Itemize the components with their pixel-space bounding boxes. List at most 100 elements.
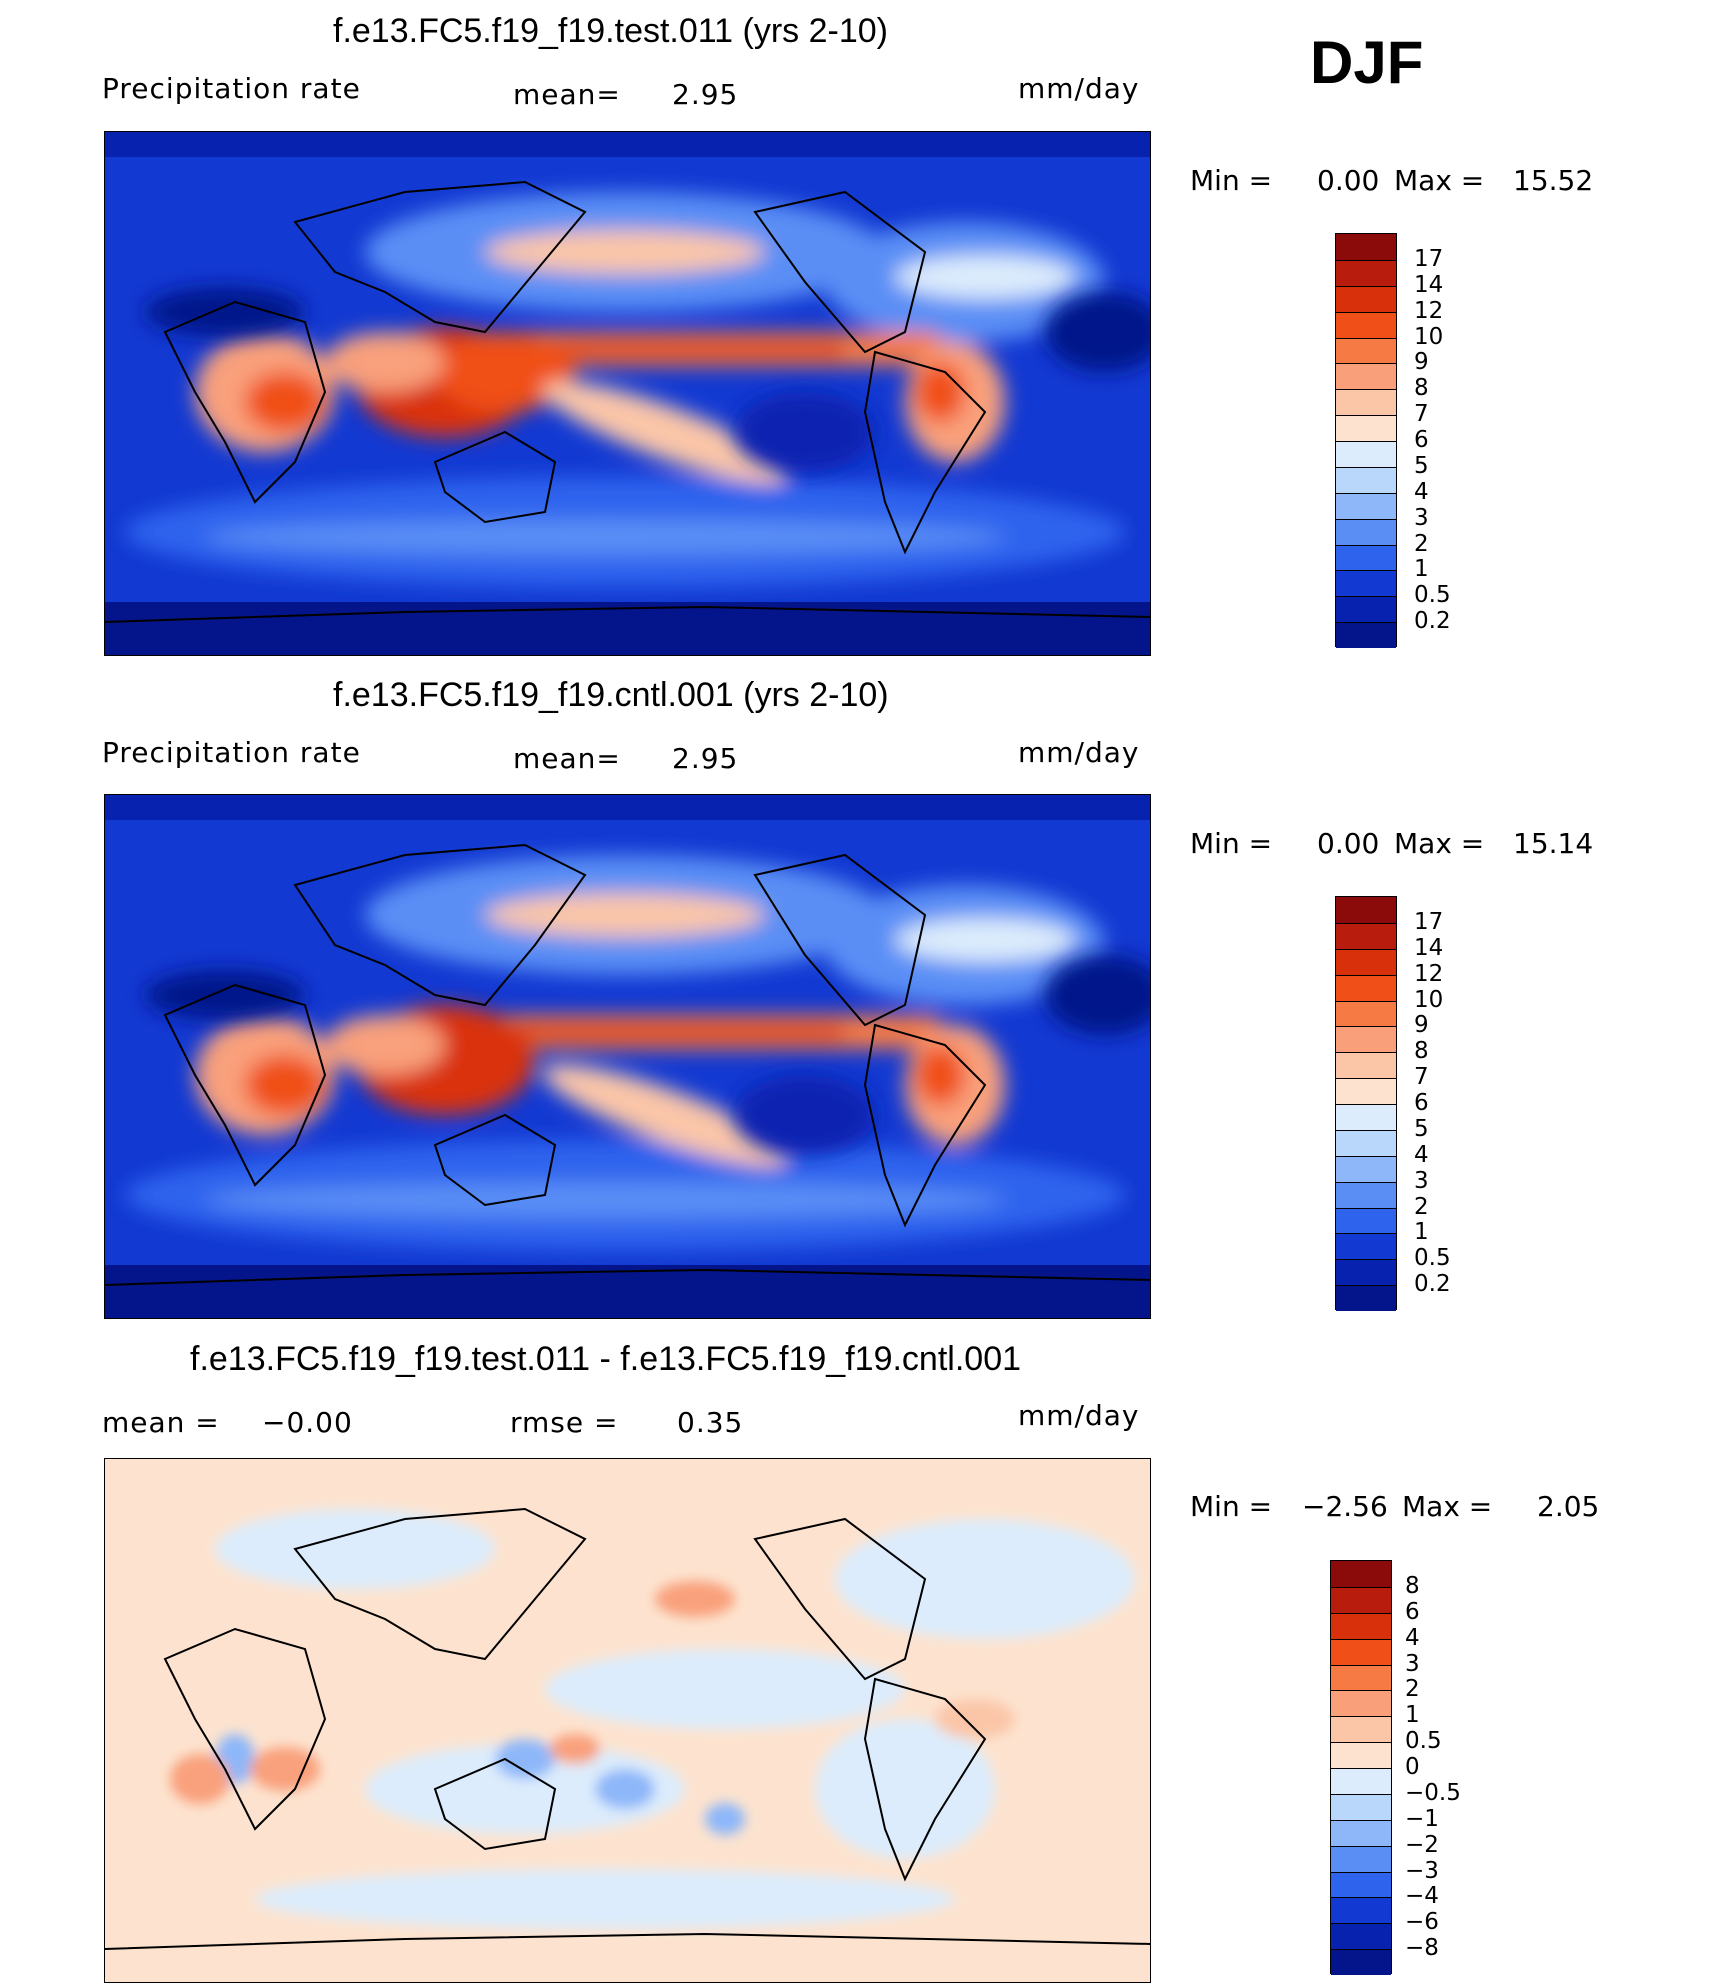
panel-3-max-value: 2.05 xyxy=(1537,1490,1600,1523)
colorbar-swatch xyxy=(1336,1181,1396,1208)
colorbar-tick-label: 5 xyxy=(1414,452,1429,479)
colorbar-tick-label: −6 xyxy=(1405,1909,1439,1936)
colorbar-swatch xyxy=(1331,1742,1391,1768)
colorbar-swatch xyxy=(1336,974,1396,1001)
panel-1-field-label: Precipitation rate xyxy=(102,72,361,105)
panel-3-mean-value: −0.00 xyxy=(262,1406,353,1439)
colorbar-tick-label: 6 xyxy=(1405,1598,1420,1625)
panel-1-max-label: Max = xyxy=(1394,164,1485,197)
colorbar-swatch xyxy=(1336,596,1396,623)
colorbar-swatch xyxy=(1336,1285,1396,1311)
colorbar-swatch xyxy=(1331,1845,1391,1872)
colorbar-tick-label: 0.5 xyxy=(1414,582,1451,609)
colorbar-swatch xyxy=(1331,1612,1391,1639)
colorbar-tick-label: 0.5 xyxy=(1414,1245,1451,1272)
colorbar-swatch xyxy=(1336,285,1396,312)
colorbar-swatch xyxy=(1336,544,1396,571)
colorbar-tick-label: 8 xyxy=(1405,1572,1420,1599)
colorbar-tick-label: 0.2 xyxy=(1414,1271,1451,1298)
panel-1-units: mm/day xyxy=(1018,72,1140,105)
colorbar-swatch xyxy=(1331,1871,1391,1898)
colorbar-tick-label: 7 xyxy=(1414,1064,1429,1091)
colorbar-swatch xyxy=(1336,518,1396,545)
colorbar-tick-label: −3 xyxy=(1405,1857,1439,1884)
panel-1-mean-label: mean= xyxy=(513,78,621,111)
panel-2-min-label: Min = xyxy=(1190,827,1273,860)
colorbar-swatch xyxy=(1336,311,1396,338)
panel-1-mean-value: 2.95 xyxy=(672,78,739,111)
colorbar-tick-label: 10 xyxy=(1414,986,1444,1013)
colorbar-swatch xyxy=(1336,492,1396,519)
panel-3-title: f.e13.FC5.f19_f19.test.011 - f.e13.FC5.f… xyxy=(190,1340,1022,1378)
colorbar-swatch xyxy=(1331,1793,1391,1820)
colorbar-tick-label: 8 xyxy=(1414,375,1429,402)
colorbar-swatch xyxy=(1336,259,1396,286)
colorbar-swatch xyxy=(1336,1155,1396,1182)
colorbar-swatch xyxy=(1336,1026,1396,1053)
colorbar-tick-label: 17 xyxy=(1414,908,1444,935)
colorbar-swatch xyxy=(1336,1000,1396,1027)
colorbar-tick-label: 14 xyxy=(1414,934,1444,961)
colorbar-swatch xyxy=(1336,1233,1396,1260)
panel-2-colorbar xyxy=(1335,896,1397,1311)
colorbar-tick-label: 7 xyxy=(1414,401,1429,428)
colorbar-tick-label: −2 xyxy=(1405,1831,1439,1858)
colorbar-swatch xyxy=(1336,897,1396,923)
colorbar-swatch xyxy=(1331,1561,1391,1587)
colorbar-tick-label: 8 xyxy=(1414,1038,1429,1065)
panel-1-min-label: Min = xyxy=(1190,164,1273,197)
colorbar-tick-label: −4 xyxy=(1405,1883,1439,1910)
colorbar-tick-label: 9 xyxy=(1414,1012,1429,1039)
colorbar-tick-label: 3 xyxy=(1405,1650,1420,1677)
colorbar-tick-label: 6 xyxy=(1414,427,1429,453)
panel-3-min-value: −2.56 xyxy=(1302,1490,1388,1523)
colorbar-swatch xyxy=(1336,389,1396,416)
colorbar-swatch xyxy=(1336,948,1396,975)
colorbar-swatch xyxy=(1336,337,1396,364)
colorbar-tick-label: 0 xyxy=(1405,1754,1420,1780)
colorbar-tick-label: 1 xyxy=(1414,1219,1429,1246)
colorbar-tick-label: 10 xyxy=(1414,323,1444,350)
colorbar-swatch xyxy=(1336,441,1396,467)
colorbar-swatch xyxy=(1331,1664,1391,1691)
colorbar-tick-label: 14 xyxy=(1414,271,1444,298)
colorbar-tick-label: 2 xyxy=(1414,1193,1429,1220)
panel-1-title: f.e13.FC5.f19_f19.test.011 (yrs 2-10) xyxy=(333,12,888,50)
panel-2-title: f.e13.FC5.f19_f19.cntl.001 (yrs 2-10) xyxy=(333,676,889,714)
panel-1-max-value: 15.52 xyxy=(1513,164,1594,197)
colorbar-swatch xyxy=(1331,1949,1391,1975)
colorbar-swatch xyxy=(1336,466,1396,493)
colorbar-swatch xyxy=(1336,1052,1396,1079)
colorbar-swatch xyxy=(1331,1819,1391,1846)
colorbar-tick-label: 12 xyxy=(1414,960,1444,987)
colorbar-swatch xyxy=(1331,1586,1391,1613)
colorbar-swatch xyxy=(1336,922,1396,949)
colorbar-tick-label: 1 xyxy=(1405,1702,1420,1729)
colorbar-tick-label: 4 xyxy=(1405,1624,1420,1651)
panel-1-precip-map xyxy=(104,131,1151,656)
colorbar-tick-label: 2 xyxy=(1414,530,1429,557)
season-label: DJF xyxy=(1310,29,1424,96)
colorbar-tick-label: 0.5 xyxy=(1405,1728,1442,1755)
colorbar-swatch xyxy=(1331,1690,1391,1717)
colorbar-swatch xyxy=(1331,1923,1391,1950)
panel-2-field-label: Precipitation rate xyxy=(102,736,361,769)
colorbar-swatch xyxy=(1336,570,1396,597)
colorbar-swatch xyxy=(1331,1768,1391,1794)
colorbar-tick-label: 2 xyxy=(1405,1676,1420,1703)
panel-3-difference-map xyxy=(104,1458,1151,1983)
colorbar-tick-label: 0.2 xyxy=(1414,608,1451,635)
panel-2-mean-value: 2.95 xyxy=(672,742,739,775)
colorbar-swatch xyxy=(1331,1638,1391,1665)
colorbar-tick-label: 4 xyxy=(1414,478,1429,505)
colorbar-tick-label: 5 xyxy=(1414,1115,1429,1142)
colorbar-tick-label: 3 xyxy=(1414,504,1429,531)
panel-2-max-value: 15.14 xyxy=(1513,827,1594,860)
colorbar-tick-label: −1 xyxy=(1405,1805,1439,1832)
colorbar-swatch xyxy=(1336,415,1396,441)
colorbar-tick-label: −8 xyxy=(1405,1935,1439,1962)
panel-2-precip-map xyxy=(104,794,1151,1319)
colorbar-swatch xyxy=(1336,1207,1396,1234)
colorbar-tick-label: 12 xyxy=(1414,297,1444,324)
panel-1-min-value: 0.00 xyxy=(1317,164,1380,197)
